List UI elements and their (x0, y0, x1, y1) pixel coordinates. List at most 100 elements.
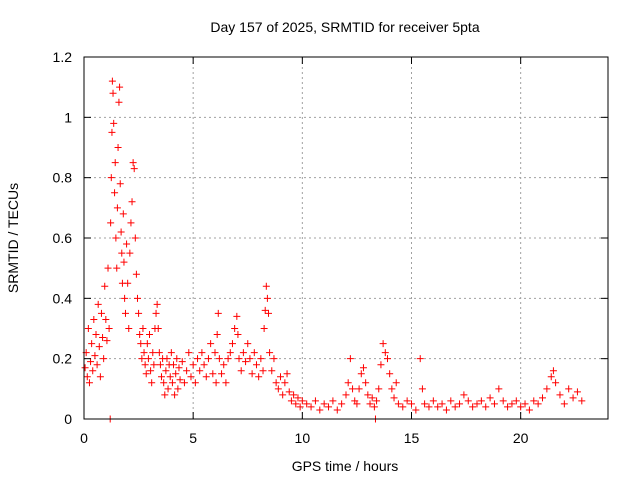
data-point (140, 349, 148, 357)
data-point (517, 403, 525, 411)
data-point (512, 397, 520, 405)
data-point (266, 349, 274, 357)
data-point (93, 361, 101, 369)
data-point (128, 198, 136, 206)
data-point (171, 391, 179, 399)
data-point (224, 355, 232, 363)
data-point (508, 400, 516, 408)
data-point (131, 234, 139, 242)
data-point (198, 349, 206, 357)
data-point (303, 400, 311, 408)
data-point (239, 349, 247, 357)
data-point (194, 355, 202, 363)
data-point (141, 361, 149, 369)
data-point (94, 300, 102, 308)
data-point (416, 355, 424, 363)
data-point (101, 282, 109, 290)
data-point (287, 397, 295, 405)
data-point (137, 340, 145, 348)
data-point (124, 279, 132, 287)
data-point (81, 364, 89, 372)
data-point (108, 128, 116, 136)
data-point (495, 385, 503, 393)
data-point (565, 385, 573, 393)
data-point (325, 403, 333, 411)
data-point (464, 397, 472, 405)
data-point (366, 400, 374, 408)
data-point (87, 358, 95, 366)
data-point (112, 234, 120, 242)
data-point (368, 394, 376, 402)
x-tick-label: 0 (80, 430, 88, 446)
data-point (342, 391, 350, 399)
data-point (383, 355, 391, 363)
data-point (155, 349, 163, 357)
data-point (154, 325, 162, 332)
data-point (160, 379, 168, 387)
data-point (353, 400, 361, 408)
data-point (207, 340, 215, 348)
data-point (362, 379, 370, 387)
data-point (129, 159, 137, 167)
data-point (469, 403, 477, 411)
data-point (264, 309, 272, 317)
data-point (100, 355, 108, 363)
data-point (114, 144, 122, 151)
data-point (142, 370, 150, 378)
data-point (213, 331, 221, 339)
y-tick-label: 0 (64, 411, 72, 427)
data-point (211, 349, 219, 357)
data-point (261, 306, 269, 314)
data-point (412, 406, 420, 414)
data-point (103, 337, 111, 345)
data-point (255, 373, 263, 381)
data-point (89, 367, 97, 375)
data-point (126, 249, 134, 257)
data-point (307, 403, 315, 411)
data-point (294, 394, 302, 402)
data-point (244, 340, 252, 348)
data-point (96, 373, 104, 381)
data-point (346, 355, 354, 363)
data-point (260, 325, 268, 332)
data-point (168, 379, 176, 387)
data-point (408, 400, 415, 408)
data-point (359, 364, 367, 372)
axis-ticks: 0 0.2 0.4 0.6 0.8 1 1.2 0 5 10 15 20 (53, 49, 608, 446)
data-point (119, 210, 127, 218)
data-point (164, 385, 172, 393)
data-point (290, 391, 298, 399)
data-point (573, 388, 581, 396)
data-point (120, 258, 128, 266)
data-point (274, 385, 282, 393)
data-point (442, 406, 450, 414)
x-tick-label: 5 (189, 430, 197, 446)
data-point (180, 379, 188, 387)
data-point (113, 264, 121, 272)
data-point (386, 370, 394, 378)
data-point (379, 340, 387, 348)
data-point (127, 219, 135, 227)
data-point (233, 312, 241, 320)
data-point (490, 400, 498, 408)
data-point (539, 394, 546, 402)
data-point (92, 331, 100, 339)
data-point (270, 355, 278, 363)
data-point (338, 400, 346, 408)
data-point (344, 379, 352, 387)
data-point (116, 180, 124, 188)
data-point (521, 400, 529, 408)
data-point (486, 394, 494, 402)
data-point (185, 349, 193, 357)
data-point (166, 373, 174, 381)
data-point (196, 367, 204, 375)
data-point (456, 400, 464, 408)
data-point (390, 394, 398, 402)
data-point (285, 388, 293, 396)
data-point (421, 400, 429, 408)
data-point (88, 340, 96, 348)
data-point (349, 385, 357, 393)
data-point (283, 370, 291, 378)
data-point (97, 309, 105, 317)
data-point (156, 361, 164, 369)
